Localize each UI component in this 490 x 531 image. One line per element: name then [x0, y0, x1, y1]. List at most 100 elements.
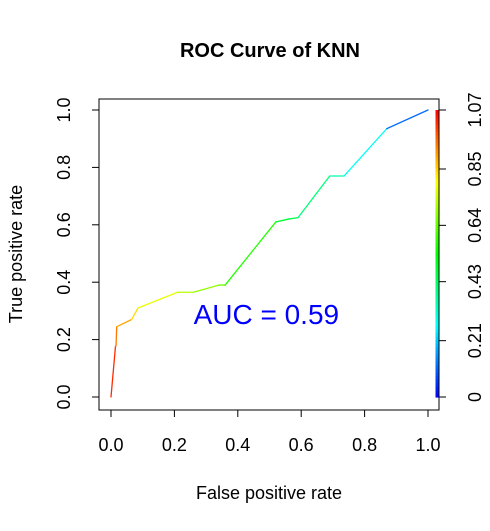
y-axis: 0.0 0.2 0.4 0.6 0.8 1.0: [54, 97, 100, 410]
colorbar-swatch: [435, 178, 440, 183]
colorbar-swatch: [435, 275, 440, 280]
auc-annotation: AUC = 0.59: [194, 299, 340, 330]
colorbar-swatch: [435, 188, 440, 194]
colorbar-swatch: [435, 149, 440, 154]
roc-segment: [224, 221, 277, 286]
colorbar-swatch: [435, 389, 440, 395]
colorbar-swatch: [435, 110, 440, 115]
colorbar-swatch: [435, 260, 440, 265]
colorbar-swatch: [435, 350, 440, 355]
x-tick-label: 1.0: [415, 435, 440, 455]
colorbar-swatch: [435, 253, 440, 258]
roc-segment: [115, 326, 118, 346]
colorbar-swatch: [435, 393, 440, 398]
x-axis-label: False positive rate: [196, 483, 342, 503]
roc-segment: [110, 346, 117, 398]
y-tick-label: 0.2: [54, 327, 74, 352]
colorbar-swatch: [435, 386, 440, 391]
colorbar-swatch: [435, 185, 440, 190]
colorbar-swatch: [435, 289, 440, 294]
colorbar-swatch: [435, 318, 440, 323]
colorbar-swatch: [435, 310, 440, 316]
colorbar-swatch: [435, 307, 440, 312]
colorbar-swatch: [435, 113, 440, 118]
colorbar-swatch: [435, 246, 440, 251]
roc-segment: [137, 291, 179, 309]
colorbar-swatch: [435, 224, 440, 229]
colorbar-swatch: [435, 117, 440, 122]
colorbar-swatch: [435, 357, 440, 362]
roc-segment: [287, 216, 299, 220]
roc-segment: [116, 318, 133, 328]
colorbar-swatch: [435, 332, 440, 337]
colorbar-swatch: [435, 156, 440, 161]
colorbar-swatch: [435, 120, 440, 125]
colorbar-swatch: [435, 228, 440, 233]
colorbar-swatch: [435, 321, 440, 326]
roc-segment: [297, 175, 331, 219]
colorbar-swatch: [435, 239, 440, 244]
colorbar-tick-label: 0.85: [465, 151, 485, 186]
roc-segment: [275, 218, 290, 223]
y-tick-label: 0.0: [54, 384, 74, 409]
colorbar-swatch: [435, 371, 440, 377]
colorbar-swatch: [435, 206, 440, 212]
colorbar-swatch: [435, 314, 440, 319]
roc-curve: [110, 109, 429, 398]
colorbar-swatch: [435, 285, 440, 290]
x-tick-label: 0.6: [289, 435, 314, 455]
colorbar-swatch: [435, 221, 440, 226]
colorbar-tick-label: 0: [465, 392, 485, 402]
colorbar-swatch: [435, 242, 440, 247]
colorbar-swatch: [435, 131, 440, 136]
colorbar-swatch: [435, 292, 440, 298]
x-axis: 0.0 0.2 0.4 0.6 0.8 1.0: [98, 409, 441, 455]
colorbar-swatch: [435, 138, 440, 143]
colorbar-tick-label: 1.07: [465, 92, 485, 127]
colorbar-swatch: [435, 353, 440, 359]
colorbar-tick-label: 0.43: [465, 264, 485, 299]
colorbar-swatch: [435, 174, 440, 179]
x-tick-label: 0.0: [98, 435, 123, 455]
roc-segment: [386, 109, 429, 130]
colorbar-swatch: [435, 196, 440, 201]
roc-segment: [130, 307, 139, 321]
colorbar-swatch: [435, 170, 440, 176]
colorbar-swatch: [435, 300, 440, 305]
colorbar-swatch: [435, 364, 440, 369]
colorbar-swatch: [435, 214, 440, 219]
colorbar-swatch: [435, 181, 440, 186]
colorbar-swatch: [435, 336, 440, 341]
colorbar-swatch: [435, 361, 440, 366]
chart-title: ROC Curve of KNN: [180, 40, 360, 62]
colorbar-swatch: [435, 264, 440, 269]
colorbar-swatch: [435, 325, 440, 330]
roc-segment: [192, 284, 220, 293]
x-tick-label: 0.2: [162, 435, 187, 455]
roc-segment: [343, 128, 388, 177]
colorbar-swatch: [435, 267, 440, 273]
x-tick-label: 0.4: [225, 435, 250, 455]
x-tick-label: 0.8: [352, 435, 377, 455]
colorbar-swatch: [435, 271, 440, 276]
colorbar-swatch: [435, 163, 440, 168]
y-axis-label: True positive rate: [6, 185, 26, 323]
colorbar-swatch: [435, 346, 440, 351]
colorbar-swatch: [435, 160, 440, 165]
colorbar: [435, 110, 440, 398]
plot-frame: [98, 98, 440, 411]
colorbar-swatch: [435, 343, 440, 348]
colorbar-swatch: [435, 278, 440, 283]
colorbar-axis: 0 0.21 0.43 0.64 0.85 1.07: [438, 92, 485, 402]
colorbar-swatch: [435, 153, 440, 158]
colorbar-swatch: [435, 217, 440, 222]
colorbar-swatch: [435, 257, 440, 262]
colorbar-swatch: [435, 127, 440, 133]
colorbar-swatch: [435, 379, 440, 384]
colorbar-swatch: [435, 142, 440, 147]
colorbar-swatch: [435, 282, 440, 287]
colorbar-swatch: [435, 231, 440, 237]
y-tick-label: 0.8: [54, 155, 74, 180]
colorbar-swatch: [435, 296, 440, 301]
